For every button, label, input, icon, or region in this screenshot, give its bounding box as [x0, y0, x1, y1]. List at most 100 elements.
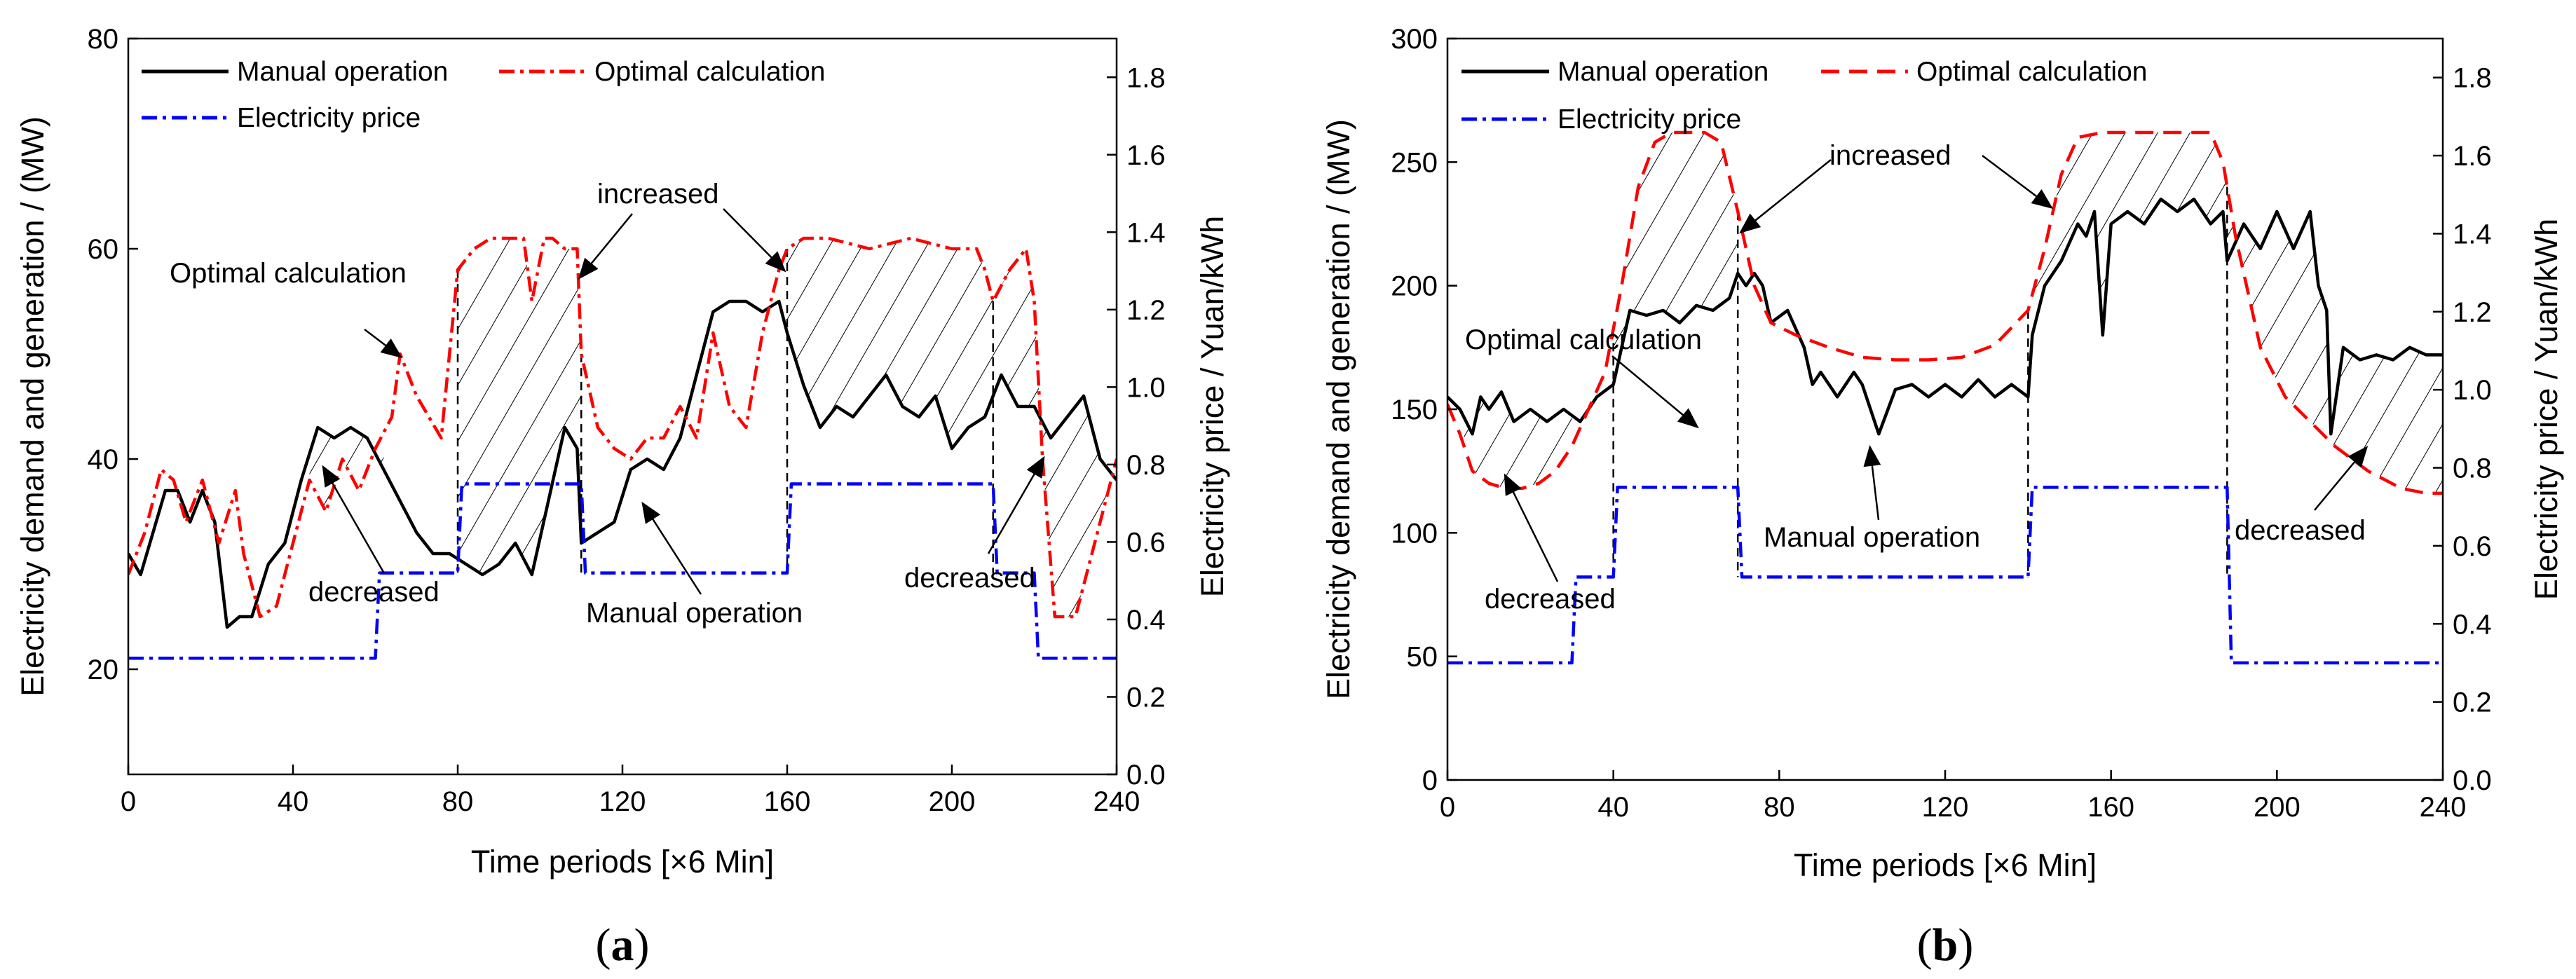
x-tick-label-a-5: 200 — [929, 786, 976, 817]
x-tick-label-a-3: 120 — [599, 786, 646, 817]
y-tick-label-a-1: 40 — [88, 444, 119, 475]
annotation-manual-b: Manual operation — [1764, 522, 1980, 553]
x-tick-label-b-3: 120 — [1922, 792, 1969, 823]
legend-label-price-b: Electricity price — [1558, 104, 1741, 135]
left-ticks-b: 0 50 100 150 200 250 300 — [1391, 24, 1457, 796]
y2-tick-label-b-8: 1.6 — [2453, 141, 2492, 172]
y2-tick-label-a-7: 1.4 — [1126, 217, 1166, 248]
y-tick-label-a-3: 80 — [88, 24, 119, 55]
x-tick-label-b-2: 80 — [1764, 792, 1795, 823]
y2-tick-label-b-3: 0.6 — [2453, 531, 2492, 562]
y2-tick-label-a-1: 0.2 — [1126, 682, 1166, 713]
arrow-increased-left-b — [1739, 159, 1832, 234]
bottom-ticks-b: 0 40 80 120 160 200 240 — [1440, 770, 2467, 823]
panel-b: 0 50 100 150 200 250 300 0.0 0.2 0.4 0.6 0.8 1.0 1.2… — [1321, 24, 2564, 971]
legend-b: Manual operation Optimal calculation Ele… — [1461, 57, 2147, 135]
x-tick-label-a-1: 40 — [278, 786, 309, 817]
series-layer-a — [128, 236, 1117, 660]
annotation-decreased-left-b: decreased — [1485, 584, 1616, 615]
y-axis-label-b: Electricity demand and generation / (MW) — [1321, 119, 1356, 699]
x-tick-label-a-0: 0 — [121, 786, 136, 817]
series-line-a-0 — [128, 299, 1117, 629]
annotation-decreased-right-b: decreased — [2235, 515, 2366, 546]
hatch-areas-b — [1464, 132, 2443, 493]
y-tick-label-b-2: 100 — [1391, 518, 1438, 549]
series-line-b-0 — [1447, 197, 2443, 436]
arrow-increased-right-b — [1982, 155, 2053, 210]
annotation-optimal-b: Optimal calculation — [1465, 324, 1702, 355]
panel-label-a: (a) — [596, 919, 650, 971]
series-layer-b — [1447, 130, 2443, 665]
x-tick-label-b-1: 40 — [1597, 792, 1629, 823]
y-tick-label-a-0: 20 — [88, 655, 119, 685]
legend-label-manual-a: Manual operation — [237, 57, 448, 87]
y-tick-label-b-3: 150 — [1391, 395, 1438, 425]
y2-tick-label-b-2: 0.4 — [2453, 609, 2492, 640]
y-tick-label-b-5: 250 — [1391, 147, 1438, 178]
series-line-b-1 — [1447, 130, 2443, 495]
legend-a: Manual operation Optimal calculation Ele… — [142, 57, 825, 133]
y-tick-label-b-0: 0 — [1422, 765, 1438, 796]
x-tick-label-b-5: 200 — [2254, 792, 2301, 823]
annotation-decreased-left-a: decreased — [308, 577, 439, 608]
arrow-optimal-a — [364, 329, 402, 359]
panel-label-b: (b) — [1917, 919, 1974, 971]
hatch-region-a-0 — [309, 427, 384, 512]
y2-tick-label-a-3: 0.6 — [1126, 527, 1166, 558]
hatch-region-a-2 — [787, 238, 993, 449]
annotation-increased-a: increased — [597, 179, 718, 210]
y2-tick-label-a-2: 0.4 — [1126, 605, 1166, 636]
y-tick-label-a-2: 60 — [88, 234, 119, 265]
arrow-decreased-right-b — [2314, 446, 2369, 511]
hatch-region-b-1 — [1613, 132, 1738, 385]
arrow-decreased-right-a — [987, 456, 1045, 554]
y2-axis-label-b: Electricity price / Yuan/kWh — [2528, 219, 2564, 600]
arrow-manual-a — [641, 501, 702, 595]
y2-tick-label-a-4: 0.8 — [1126, 450, 1166, 481]
y2-axis-label-a: Electricity price / Yuan/kWh — [1194, 216, 1230, 597]
x-axis-label-b: Time periods [×6 Min] — [1794, 847, 2097, 883]
y2-tick-label-a-9: 1.8 — [1126, 62, 1166, 93]
y2-tick-label-a-6: 1.2 — [1126, 295, 1166, 326]
series-line-a-2 — [128, 482, 1117, 660]
y2-tick-label-b-0: 0.0 — [2453, 765, 2492, 796]
hatch-region-b-3 — [2227, 186, 2443, 493]
y-tick-label-b-4: 200 — [1391, 271, 1438, 302]
y2-tick-label-b-4: 0.8 — [2453, 453, 2492, 484]
y-tick-label-b-6: 300 — [1391, 24, 1438, 55]
x-tick-label-a-2: 80 — [442, 786, 474, 817]
x-axis-label-a: Time periods [×6 Min] — [471, 844, 774, 879]
y2-tick-label-b-5: 1.0 — [2453, 375, 2492, 406]
arrow-optimal-b — [1611, 355, 1699, 429]
y2-tick-label-b-9: 1.8 — [2453, 63, 2492, 94]
arrow-increased-right-a — [723, 208, 786, 273]
right-ticks-b: 0.0 0.2 0.4 0.6 0.8 1.0 1.2 1.4 1.6 1.8 — [2433, 63, 2492, 796]
x-tick-label-b-6: 240 — [2420, 792, 2467, 823]
legend-label-manual-b: Manual operation — [1558, 57, 1769, 87]
arrow-decreased-left-b — [1504, 473, 1559, 582]
y2-tick-label-a-0: 0.0 — [1126, 760, 1166, 790]
annotation-increased-b: increased — [1829, 140, 1951, 171]
arrow-decreased-left-a — [322, 465, 386, 574]
y2-tick-label-b-7: 1.4 — [2453, 219, 2492, 249]
legend-label-optimal-b: Optimal calculation — [1916, 57, 2147, 87]
y-axis-label-a: Electricity demand and generation / (MW) — [15, 116, 50, 697]
x-tick-label-b-4: 160 — [2087, 792, 2134, 823]
x-tick-label-a-4: 160 — [764, 786, 811, 817]
y-tick-label-b-1: 50 — [1407, 642, 1438, 673]
annotation-manual-a: Manual operation — [586, 598, 803, 629]
y2-tick-label-b-1: 0.2 — [2453, 687, 2492, 718]
series-line-a-1 — [128, 236, 1117, 619]
y2-tick-label-a-8: 1.6 — [1126, 140, 1166, 171]
annotations-a: increased Optimal calculation decreased … — [170, 179, 1045, 629]
legend-label-optimal-a: Optimal calculation — [594, 57, 825, 87]
annotation-decreased-right-a: decreased — [904, 563, 1035, 594]
series-line-b-2 — [1447, 486, 2443, 665]
bottom-ticks-a: 0 40 80 120 160 200 240 — [121, 765, 1140, 817]
left-ticks-a: 20 40 60 80 — [88, 24, 138, 685]
y2-tick-label-b-6: 1.2 — [2453, 297, 2492, 328]
right-ticks-a: 0.0 0.2 0.4 0.6 0.8 1.0 1.2 1.4 1.6 1.8 — [1107, 62, 1166, 790]
hatch-region-b-0 — [1464, 392, 1572, 488]
